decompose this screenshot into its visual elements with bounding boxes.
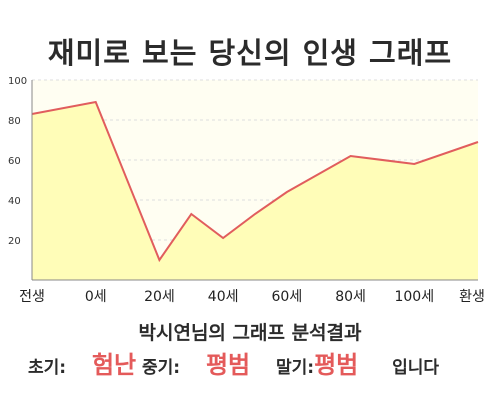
x-tick-label: 60세 bbox=[272, 289, 303, 305]
area-fill bbox=[32, 102, 478, 280]
x-tick-label: 환생 bbox=[459, 289, 485, 305]
y-tick-label: 100 bbox=[8, 76, 27, 87]
middle-value: 평범 bbox=[205, 351, 251, 379]
x-tick-label: 100세 bbox=[394, 289, 434, 305]
life-line bbox=[31, 100, 479, 263]
x-tick-label: 40세 bbox=[208, 289, 239, 305]
y-tick-label: 40 bbox=[8, 196, 21, 207]
early-label: 초기: bbox=[28, 358, 67, 378]
y-axis-ticks: 20 40 60 80 100 bbox=[8, 76, 27, 247]
result-summary: 초기: 험난 중기: 평범 말기:평범 입니다 bbox=[28, 345, 478, 380]
late-label: 말기: bbox=[275, 358, 315, 378]
y-tick-label: 80 bbox=[8, 116, 21, 127]
x-tick-label: 0세 bbox=[85, 289, 107, 305]
middle-label: 중기: bbox=[142, 358, 181, 378]
late-value: 평범 bbox=[314, 351, 359, 379]
result-suffix: 입니다 bbox=[392, 358, 440, 378]
x-tick-label: 전생 bbox=[19, 289, 45, 305]
early-value: 험난 bbox=[91, 351, 137, 379]
x-axis-ticks: 전생 0세 20세 40세 60세 80세 100세 환생 bbox=[19, 289, 485, 305]
x-tick-label: 20세 bbox=[144, 289, 175, 305]
y-tick-label: 60 bbox=[8, 156, 21, 167]
result-heading: 박시연님의 그래프 분석결과 bbox=[138, 322, 362, 344]
x-tick-label: 80세 bbox=[335, 289, 366, 305]
y-tick-label: 20 bbox=[8, 236, 21, 247]
page-title: 재미로 보는 당신의 인생 그래프 bbox=[47, 36, 453, 70]
